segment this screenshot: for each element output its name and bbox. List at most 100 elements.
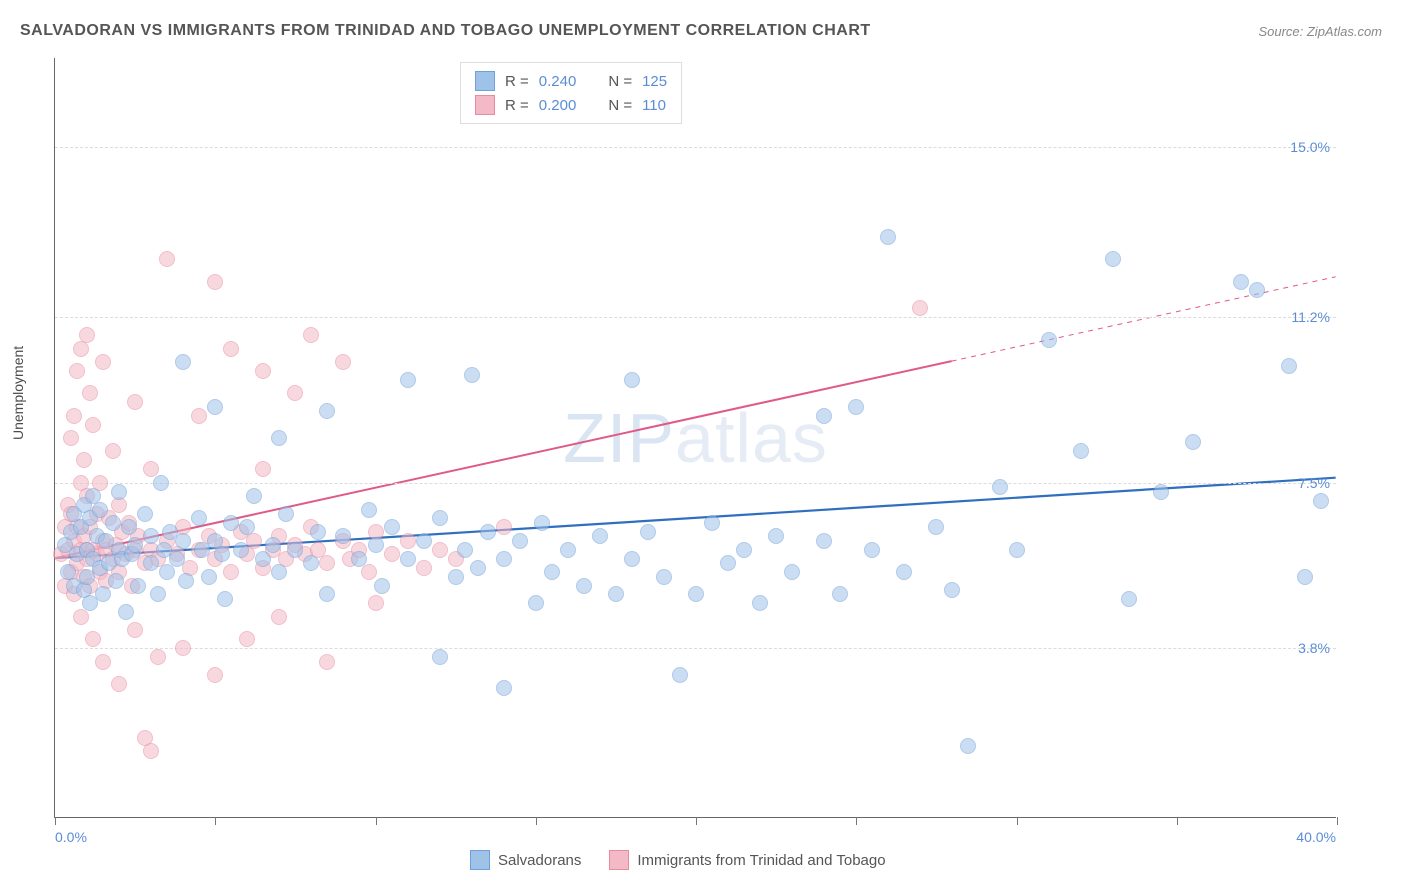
x-tick (856, 817, 857, 825)
legend-swatch (475, 95, 495, 115)
scatter-point (534, 515, 550, 531)
scatter-point (448, 569, 464, 585)
series-legend-item: Salvadorans (470, 850, 581, 870)
scatter-point (816, 408, 832, 424)
scatter-point (944, 582, 960, 598)
legend-n-value: 110 (642, 97, 666, 114)
scatter-point (73, 609, 89, 625)
scatter-point (496, 519, 512, 535)
scatter-point (576, 578, 592, 594)
trend-lines (55, 58, 1336, 817)
x-tick (376, 817, 377, 825)
page-title: SALVADORAN VS IMMIGRANTS FROM TRINIDAD A… (20, 22, 871, 40)
scatter-point (928, 519, 944, 535)
plot-area: ZIPatlas 3.8%7.5%11.2%15.0%0.0%40.0% (54, 58, 1336, 818)
legend-r-value: 0.240 (539, 73, 577, 90)
legend-swatch (470, 850, 490, 870)
scatter-point (880, 229, 896, 245)
correlation-legend: R =0.240N =125R =0.200N =110 (460, 62, 682, 124)
scatter-point (217, 591, 233, 607)
scatter-point (303, 555, 319, 571)
scatter-point (688, 586, 704, 602)
scatter-point (95, 354, 111, 370)
scatter-point (1153, 484, 1169, 500)
scatter-point (432, 510, 448, 526)
scatter-point (85, 417, 101, 433)
scatter-point (496, 551, 512, 567)
scatter-point (319, 403, 335, 419)
scatter-point (816, 533, 832, 549)
scatter-point (608, 586, 624, 602)
legend-row: R = 0.200 N = 110 (475, 93, 667, 117)
y-tick-label: 7.5% (1298, 475, 1330, 491)
scatter-point (720, 555, 736, 571)
legend-swatch (609, 850, 629, 870)
x-tick (536, 817, 537, 825)
scatter-point (400, 551, 416, 567)
scatter-point (105, 515, 121, 531)
scatter-point (384, 519, 400, 535)
scatter-point (672, 667, 688, 683)
legend-n-label: N = (608, 73, 632, 90)
scatter-point (92, 502, 108, 518)
scatter-point (287, 385, 303, 401)
scatter-point (85, 631, 101, 647)
scatter-point (368, 537, 384, 553)
scatter-point (175, 354, 191, 370)
x-tick (55, 817, 56, 825)
scatter-point (736, 542, 752, 558)
scatter-point (223, 515, 239, 531)
scatter-point (159, 564, 175, 580)
scatter-point (1249, 282, 1265, 298)
scatter-point (271, 564, 287, 580)
scatter-point (278, 506, 294, 522)
series-legend-item: Immigrants from Trinidad and Tobago (609, 850, 885, 870)
scatter-point (287, 542, 303, 558)
x-tick (1017, 817, 1018, 825)
scatter-point (1009, 542, 1025, 558)
scatter-point (368, 595, 384, 611)
scatter-point (191, 408, 207, 424)
scatter-point (992, 479, 1008, 495)
gridline (55, 483, 1336, 484)
scatter-point (1073, 443, 1089, 459)
scatter-point (255, 551, 271, 567)
scatter-point (201, 569, 217, 585)
scatter-point (310, 524, 326, 540)
scatter-point (560, 542, 576, 558)
scatter-point (351, 551, 367, 567)
scatter-point (335, 354, 351, 370)
scatter-point (82, 385, 98, 401)
legend-n-label: N = (608, 97, 632, 114)
scatter-point (400, 533, 416, 549)
scatter-point (271, 430, 287, 446)
scatter-point (143, 528, 159, 544)
scatter-point (656, 569, 672, 585)
scatter-point (592, 528, 608, 544)
scatter-point (111, 676, 127, 692)
legend-r-label: R = (505, 97, 529, 114)
scatter-point (528, 595, 544, 611)
scatter-point (416, 533, 432, 549)
scatter-point (223, 564, 239, 580)
legend-r-value: 0.200 (539, 97, 577, 114)
source-credit: Source: ZipAtlas.com (1258, 24, 1382, 39)
scatter-point (63, 430, 79, 446)
scatter-point (464, 367, 480, 383)
scatter-point (864, 542, 880, 558)
scatter-point (118, 604, 134, 620)
scatter-point (111, 484, 127, 500)
scatter-point (470, 560, 486, 576)
x-tick (1177, 817, 1178, 825)
series-legend: Salvadorans Immigrants from Trinidad and … (470, 850, 886, 870)
scatter-point (271, 609, 287, 625)
scatter-point (457, 542, 473, 558)
scatter-point (1297, 569, 1313, 585)
y-tick-label: 11.2% (1291, 309, 1330, 325)
scatter-point (127, 622, 143, 638)
legend-swatch (475, 71, 495, 91)
scatter-point (335, 528, 351, 544)
scatter-point (214, 546, 230, 562)
scatter-point (480, 524, 496, 540)
y-axis-label: Unemployment (10, 346, 26, 440)
